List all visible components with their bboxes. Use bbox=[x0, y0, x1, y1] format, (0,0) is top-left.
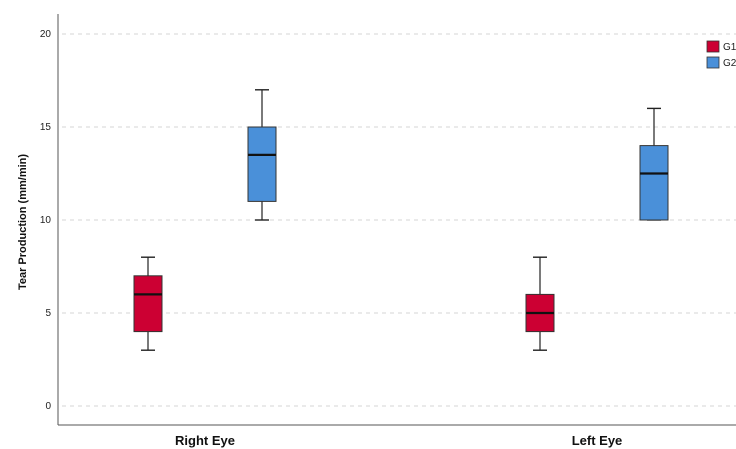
y-tick-label: 20 bbox=[40, 29, 52, 40]
gridlines bbox=[62, 33, 736, 407]
box-g2-right-eye bbox=[247, 89, 277, 221]
x-category-label: Right Eye bbox=[175, 433, 235, 448]
y-tick-labels: 0 5 10 15 20 bbox=[40, 29, 52, 412]
y-tick-label: 10 bbox=[40, 215, 52, 226]
axes bbox=[57, 14, 736, 426]
legend-label: G1 bbox=[723, 42, 736, 53]
box-g2-left-eye bbox=[639, 107, 669, 221]
y-tick-label: 15 bbox=[40, 122, 52, 133]
box-g1-right-eye bbox=[133, 256, 163, 351]
box-g1-left-eye bbox=[525, 256, 555, 351]
x-category-label: Left Eye bbox=[572, 433, 623, 448]
iqr-box bbox=[247, 126, 277, 202]
iqr-box bbox=[133, 275, 163, 333]
category-labels: Right Eye Left Eye bbox=[175, 433, 622, 448]
y-axis-title: Tear Production (mm/min) bbox=[17, 154, 29, 290]
iqr-box bbox=[639, 145, 669, 221]
y-tick-label: 0 bbox=[45, 401, 51, 412]
legend-label: G2 bbox=[723, 58, 736, 69]
y-tick-label: 5 bbox=[45, 308, 51, 319]
legend-swatch bbox=[706, 40, 720, 53]
box-series bbox=[133, 89, 669, 351]
legend-swatch bbox=[706, 56, 720, 69]
